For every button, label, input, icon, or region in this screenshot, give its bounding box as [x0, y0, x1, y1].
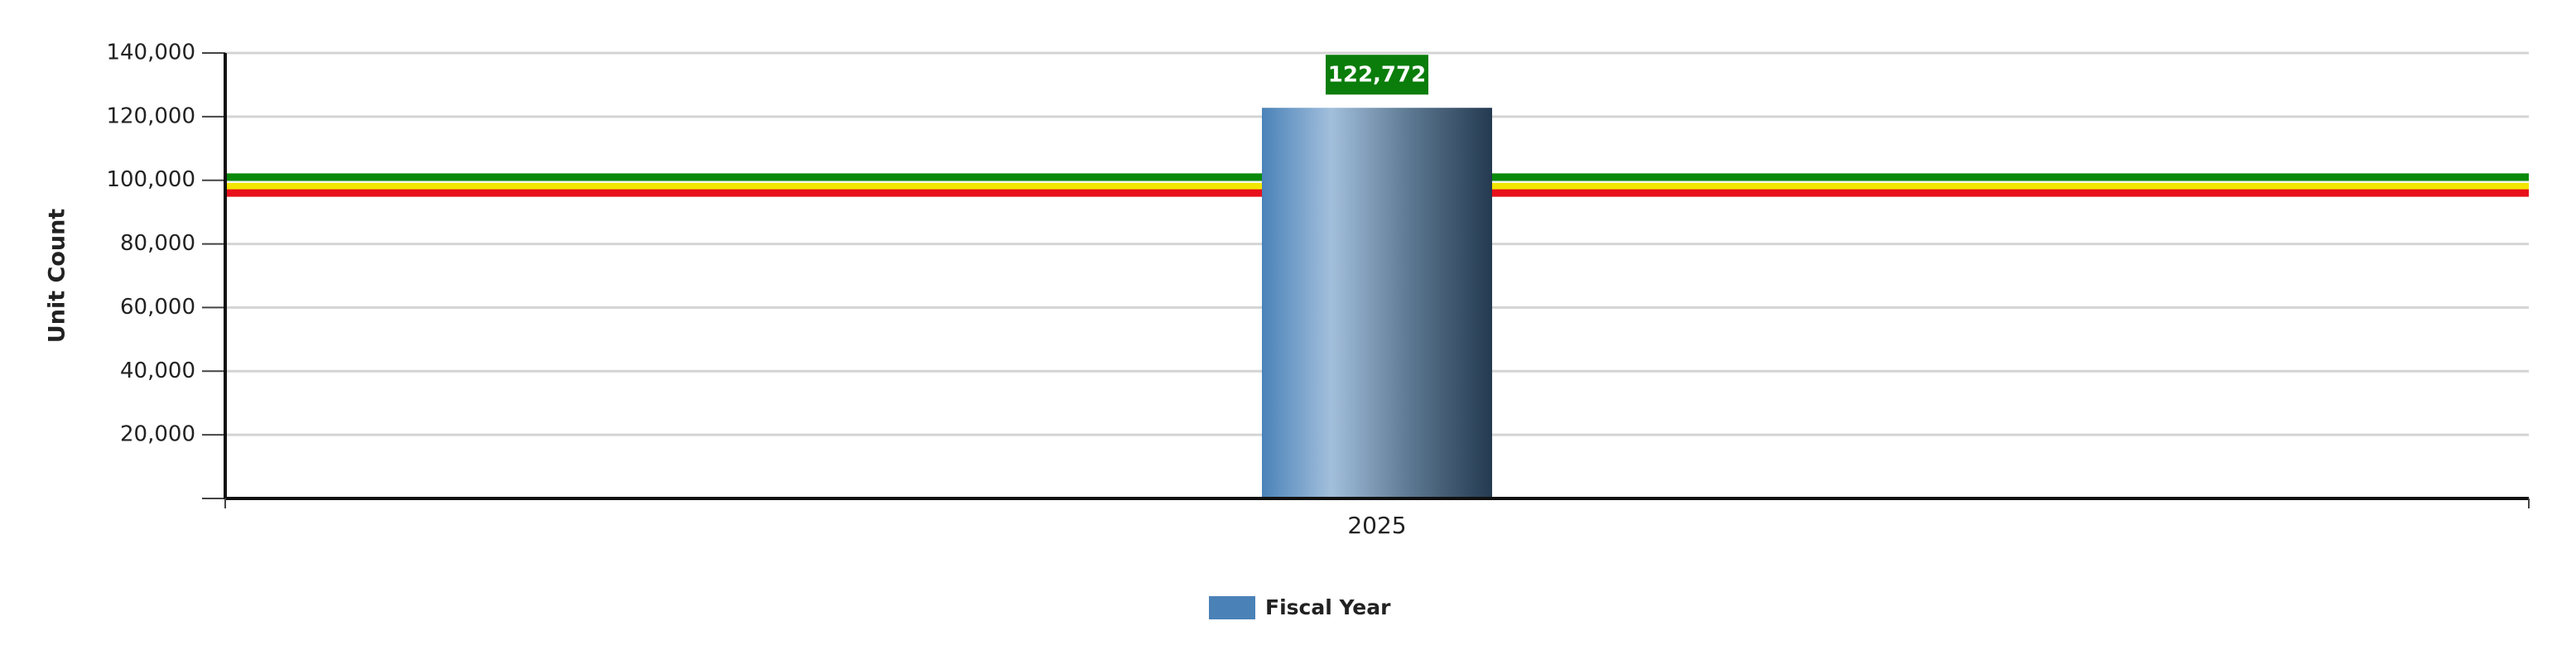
value-label: 122,772 [1328, 63, 1426, 88]
bar [1262, 108, 1492, 498]
legend-label: Fiscal Year [1265, 595, 1391, 619]
y-tick-label: 20,000 [120, 422, 195, 447]
y-tick-label: 80,000 [120, 231, 195, 256]
value-label-box [1326, 55, 1428, 95]
x-tick-label: 2025 [1347, 512, 1406, 539]
y-tick-label: 100,000 [106, 167, 195, 192]
legend-swatch [1209, 596, 1255, 619]
y-tick-label: 40,000 [120, 359, 195, 383]
y-tick-label: 140,000 [106, 41, 195, 65]
y-tick-label: 120,000 [106, 104, 195, 128]
y-tick-label: 60,000 [120, 295, 195, 320]
y-axis-label: Unit Count [45, 209, 70, 344]
